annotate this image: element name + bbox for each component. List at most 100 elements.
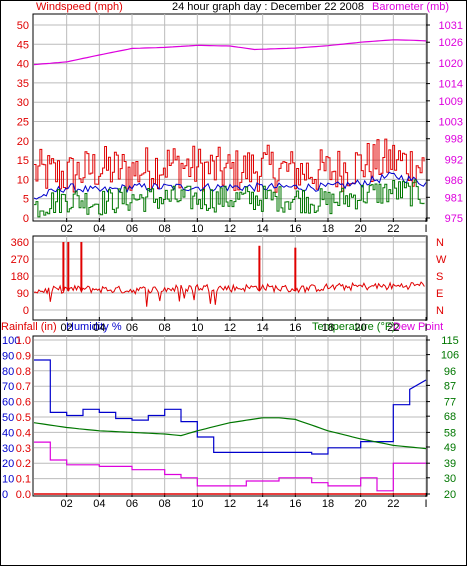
humidity-tick-label: 50 <box>2 412 14 424</box>
dewpoint-series <box>34 441 426 492</box>
barometer-tick-label: 998 <box>445 134 463 146</box>
windspeed-tick-label: 0 <box>23 213 29 225</box>
direction-tick-label: 360 <box>11 237 29 249</box>
compass-label: N <box>436 237 444 249</box>
humidity-tick-label: 10 <box>2 474 14 486</box>
top-xtick-label: 18 <box>322 223 334 235</box>
windspeed-tick-label: 10 <box>17 174 29 186</box>
barometer-series <box>33 39 427 66</box>
windspeed-tick-label: 15 <box>17 155 29 167</box>
temperature-tick-label: 30 <box>444 473 456 485</box>
humidity-series <box>34 359 427 455</box>
windspeed-tick-label: 45 <box>17 39 29 51</box>
bottom-xtick-label: 20 <box>355 498 367 510</box>
humidity-tick-label: 30 <box>2 443 14 455</box>
direction-xtick-label: 12 <box>224 322 236 334</box>
rainfall-tick-label: 0.5 <box>16 412 31 424</box>
bottom-xtick-label: 16 <box>289 498 301 510</box>
barometer-tick-label: 975 <box>445 213 463 225</box>
temperature-tick-label: 49 <box>444 442 456 454</box>
temperature-tick-label: 68 <box>444 411 456 423</box>
rainfall-tick-label: 0.8 <box>16 366 31 378</box>
compass-label: E <box>436 288 443 300</box>
compass-label: S <box>436 271 443 283</box>
temperature-axis-title: Temperature (°F) <box>312 321 395 333</box>
direction-xtick-label: 08 <box>159 322 171 334</box>
bottom-xtick-label: 22 <box>387 498 399 510</box>
compass-label: W <box>436 254 447 266</box>
wind-average-series <box>33 171 427 200</box>
direction-xtick-label: I <box>424 322 427 334</box>
top-xtick-label: 06 <box>126 223 138 235</box>
dewpoint-axis-title: Dew Point <box>393 321 443 333</box>
humidity-tick-label: 100 <box>2 335 20 347</box>
temperature-tick-label: 39 <box>444 458 456 470</box>
direction-xtick-label: 16 <box>289 322 301 334</box>
compass-label: N <box>436 305 444 317</box>
bottom-xtick-label: 04 <box>93 498 105 510</box>
direction-tick-label: 270 <box>11 254 29 266</box>
top-xtick-label: 22 <box>387 223 399 235</box>
humidity-tick-label: 20 <box>2 458 14 470</box>
temperature-series <box>33 417 427 450</box>
windspeed-tick-label: 35 <box>17 78 29 90</box>
direction-xtick-label: 18 <box>322 322 334 334</box>
humidity-axis-title: Humidity % <box>66 321 122 333</box>
temperature-tick-label: 20 <box>444 489 456 501</box>
direction-xtick-label: 04 <box>93 322 105 334</box>
top-xtick-label: 04 <box>93 223 105 235</box>
direction-xtick-label: 20 <box>355 322 367 334</box>
direction-tick-label: 90 <box>17 288 29 300</box>
rainfall-tick-label: 0.9 <box>16 350 31 362</box>
barometer-tick-label: 1003 <box>439 117 463 129</box>
humidity-tick-label: 0 <box>2 489 8 501</box>
top-xtick-label: 12 <box>224 223 236 235</box>
rainfall-axis-title: Rainfall (in) <box>1 321 57 333</box>
wind-direction-series <box>33 281 425 307</box>
bottom-xtick-label: 08 <box>159 498 171 510</box>
direction-xtick-label: 14 <box>257 322 269 334</box>
rainfall-tick-label: 0.3 <box>16 443 31 455</box>
temperature-tick-label: 96 <box>444 366 456 378</box>
graph-title: 24 hour graph day : December 22 2008 <box>172 1 364 13</box>
temperature-tick-label: 77 <box>444 397 456 409</box>
rainfall-tick-label: 1.0 <box>16 335 31 347</box>
windspeed-tick-label: 50 <box>17 20 29 32</box>
humidity-tick-label: 40 <box>2 427 14 439</box>
top-xtick-label: 10 <box>191 223 203 235</box>
rainfall-tick-label: 0.0 <box>16 489 31 501</box>
barometer-tick-label: 1026 <box>439 37 463 49</box>
wind-low-series <box>34 179 425 218</box>
temperature-tick-label: 115 <box>441 335 459 347</box>
rainfall-tick-label: 0.2 <box>16 458 31 470</box>
barometer-tick-label: 981 <box>445 192 463 204</box>
barometer-tick-label: 1014 <box>439 79 463 91</box>
windspeed-tick-label: 30 <box>17 97 29 109</box>
temperature-tick-label: 87 <box>444 380 456 392</box>
rainfall-tick-label: 0.1 <box>16 474 31 486</box>
windspeed-tick-label: 40 <box>17 59 29 71</box>
barometer-tick-label: 1020 <box>439 58 463 70</box>
rainfall-tick-label: 0.6 <box>16 397 31 409</box>
top-xtick-label: 02 <box>61 223 73 235</box>
direction-xtick-label: 06 <box>126 322 138 334</box>
direction-xtick-label: 22 <box>387 322 399 334</box>
bottom-xtick-label: I <box>424 498 427 510</box>
humidity-tick-label: 70 <box>2 381 14 393</box>
bottom-xtick-label: 18 <box>322 498 334 510</box>
windspeed-axis-title: Windspeed (mph) <box>36 1 123 13</box>
windspeed-series <box>34 138 425 193</box>
direction-tick-label: 0 <box>23 305 29 317</box>
direction-xtick-label: 02 <box>61 322 73 334</box>
direction-xtick-label: 10 <box>191 322 203 334</box>
barometer-tick-label: 986 <box>445 175 463 187</box>
top-xtick-label: 08 <box>159 223 171 235</box>
bottom-xtick-label: 06 <box>126 498 138 510</box>
humidity-tick-label: 90 <box>2 350 14 362</box>
temperature-tick-label: 58 <box>444 427 456 439</box>
windspeed-tick-label: 5 <box>23 194 29 206</box>
windspeed-tick-label: 25 <box>17 117 29 129</box>
bottom-xtick-label: 14 <box>257 498 269 510</box>
temperature-tick-label: 106 <box>441 350 459 362</box>
